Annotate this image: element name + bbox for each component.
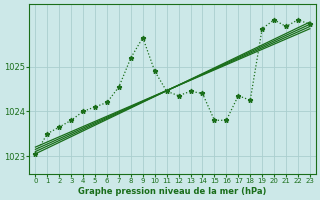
X-axis label: Graphe pression niveau de la mer (hPa): Graphe pression niveau de la mer (hPa) xyxy=(78,187,267,196)
